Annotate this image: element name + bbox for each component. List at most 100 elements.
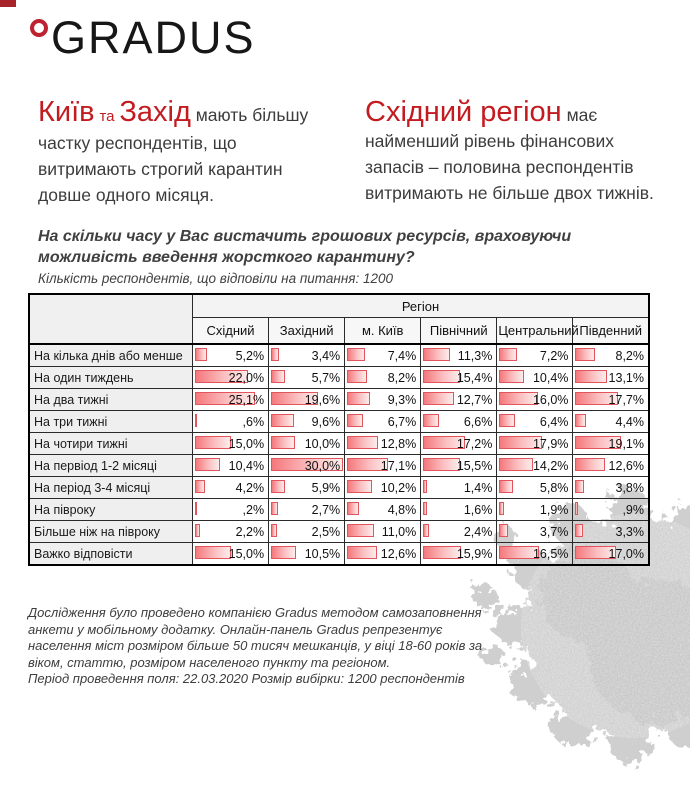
headline-left-accent2: Захід bbox=[119, 96, 191, 128]
data-cell: 17,0% bbox=[572, 542, 650, 566]
data-bar bbox=[575, 524, 584, 537]
data-bar bbox=[423, 524, 429, 537]
data-cell: 2,7% bbox=[268, 498, 346, 521]
cell-value: 12,6% bbox=[380, 546, 417, 561]
cell-content: 1,6% bbox=[421, 499, 496, 520]
cell-content: 5,2% bbox=[193, 345, 268, 366]
corner-accent-square bbox=[0, 0, 16, 7]
cell-content: 17,9% bbox=[497, 433, 572, 454]
brand-logo: GRADUS bbox=[30, 14, 256, 61]
data-bar bbox=[575, 436, 621, 449]
data-bar bbox=[195, 348, 208, 361]
cell-content: 15,0% bbox=[193, 433, 268, 454]
footer-section: Дослідження було проведено компанією Gra… bbox=[28, 605, 483, 688]
cell-content: 12,6% bbox=[345, 543, 420, 564]
data-cell: 5,7% bbox=[268, 366, 346, 389]
cell-value: 4,4% bbox=[615, 414, 645, 429]
cell-value: 19,6% bbox=[304, 392, 341, 407]
cell-content: 1,9% bbox=[497, 499, 572, 520]
cell-content: 4,4% bbox=[573, 411, 648, 432]
cell-value: 12,6% bbox=[608, 458, 644, 473]
data-cell: 8,2% bbox=[572, 343, 650, 367]
data-bar bbox=[575, 480, 585, 493]
cell-value: 10,0% bbox=[304, 436, 341, 451]
table-corner-cell bbox=[28, 293, 193, 345]
data-bar bbox=[499, 348, 517, 361]
cell-value: 3,4% bbox=[311, 348, 341, 363]
row-label: На два тижні bbox=[28, 388, 193, 411]
data-cell: 7,4% bbox=[344, 343, 422, 367]
data-bar bbox=[575, 370, 607, 383]
data-bar bbox=[499, 392, 538, 405]
data-cell: 11,3% bbox=[420, 343, 498, 367]
cell-content: 15,9% bbox=[421, 543, 496, 564]
cell-content: 17,1% bbox=[345, 455, 420, 476]
cell-value: 9,3% bbox=[387, 392, 417, 407]
cell-content: 2,7% bbox=[269, 499, 344, 520]
data-bar bbox=[195, 458, 220, 471]
data-bar bbox=[423, 436, 465, 449]
headline-right-accent: Східний регіон bbox=[365, 96, 562, 128]
headline-left-connector: та bbox=[99, 108, 115, 125]
methodology-text: Дослідження було проведено компанією Gra… bbox=[28, 605, 483, 670]
data-cell: 16,0% bbox=[496, 388, 574, 411]
table-row: На період 3-4 місяці 4,2% 5,9% 10,2% 1,4% 5,8… bbox=[28, 476, 650, 499]
data-bar bbox=[423, 502, 428, 515]
cell-content: 10,5% bbox=[269, 543, 344, 564]
data-cell: 6,6% bbox=[420, 410, 498, 433]
data-cell: 9,6% bbox=[268, 410, 346, 433]
question-subtitle: Кількість респондентів, що відповіли на … bbox=[38, 271, 394, 286]
data-bar bbox=[423, 370, 461, 383]
cell-value: 7,4% bbox=[387, 348, 417, 363]
cell-value: 6,7% bbox=[387, 414, 417, 429]
data-bar bbox=[575, 546, 616, 559]
cell-content: 2,4% bbox=[421, 521, 496, 542]
cell-content: 17,7% bbox=[573, 389, 648, 410]
data-bar bbox=[195, 524, 201, 537]
data-cell: 3,8% bbox=[572, 476, 650, 499]
row-label: На чотири тижні bbox=[28, 432, 193, 455]
data-bar bbox=[423, 414, 440, 427]
data-bar bbox=[575, 348, 595, 361]
cell-content: 19,6% bbox=[269, 389, 344, 410]
cell-value: 2,2% bbox=[235, 524, 265, 539]
row-label: На первіод 1-2 місяці bbox=[28, 454, 193, 477]
data-cell: 1,6% bbox=[420, 498, 498, 521]
cell-value: 5,7% bbox=[311, 370, 341, 385]
data-cell: 25,1% bbox=[191, 388, 270, 411]
cell-content: 15,5% bbox=[421, 455, 496, 476]
table-container: Регіон Східний Західний м. Київ Північний Цен… bbox=[28, 293, 650, 566]
cell-value: 17,2% bbox=[456, 436, 493, 451]
cell-content: 5,8% bbox=[497, 477, 572, 498]
cell-content: 19,1% bbox=[573, 433, 648, 454]
data-cell: 3,3% bbox=[572, 520, 650, 543]
cell-value: ,2% bbox=[242, 502, 265, 517]
cell-content: 22,0% bbox=[193, 367, 268, 388]
data-cell: 12,7% bbox=[420, 388, 498, 411]
cell-value: 4,2% bbox=[235, 480, 265, 495]
data-bar bbox=[499, 436, 543, 449]
cell-content: 16,0% bbox=[497, 389, 572, 410]
cell-content: 10,2% bbox=[345, 477, 420, 498]
cell-content: 12,8% bbox=[345, 433, 420, 454]
cell-value: 1,4% bbox=[463, 480, 493, 495]
cell-value: 17,1% bbox=[380, 458, 417, 473]
cell-content: 16,5% bbox=[497, 543, 572, 564]
cell-content: 7,2% bbox=[497, 345, 572, 366]
cell-content: 11,3% bbox=[421, 345, 496, 366]
data-cell: 17,7% bbox=[572, 388, 650, 411]
data-cell: 2,5% bbox=[268, 520, 346, 543]
cell-content: 3,3% bbox=[573, 521, 648, 542]
cell-value: 10,4% bbox=[532, 370, 569, 385]
data-cell: 12,6% bbox=[344, 542, 422, 566]
data-bar bbox=[195, 392, 256, 405]
row-label: На кілька днів або менше bbox=[28, 343, 193, 367]
data-cell: 1,9% bbox=[496, 498, 574, 521]
cell-value: 7,2% bbox=[539, 348, 569, 363]
data-bar bbox=[271, 546, 297, 559]
data-cell: 12,8% bbox=[344, 432, 422, 455]
data-cell: 6,4% bbox=[496, 410, 574, 433]
data-cell: 15,5% bbox=[420, 454, 498, 477]
cell-content: 12,6% bbox=[573, 455, 648, 476]
data-bar bbox=[271, 524, 278, 537]
